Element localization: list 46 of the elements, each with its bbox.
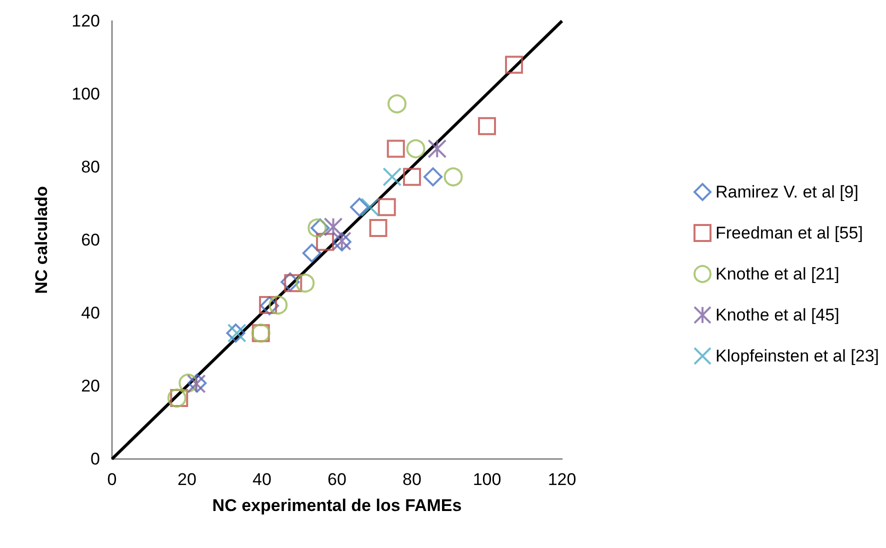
- point: [428, 139, 447, 158]
- legend-label: Knothe et al [21]: [716, 264, 840, 284]
- x-tick-label: 100: [472, 470, 502, 489]
- point: [388, 94, 406, 114]
- point: [386, 140, 405, 158]
- point: [170, 389, 188, 408]
- y-tick-label: 20: [81, 376, 100, 396]
- x-tick-label: 80: [402, 470, 422, 489]
- point: [296, 274, 315, 293]
- point: [316, 232, 334, 251]
- point: [369, 218, 388, 237]
- point: [308, 218, 327, 238]
- point: [167, 388, 186, 408]
- point: [350, 198, 369, 217]
- point: [378, 198, 396, 216]
- point: [268, 295, 288, 314]
- x-axis-title: NC experimental de los FAMEs: [212, 496, 462, 515]
- y-tick-label: 120: [72, 12, 100, 30]
- point: [406, 139, 426, 158]
- point: [444, 167, 463, 186]
- point: [310, 218, 330, 238]
- point: [505, 56, 523, 74]
- y-tick-label: 100: [72, 84, 100, 104]
- y-tick-label: 60: [81, 230, 100, 250]
- point: [403, 168, 421, 186]
- y-tick-label: 40: [81, 304, 100, 322]
- point: [284, 274, 302, 292]
- legend-label: Klopfeinsten et al [23]: [716, 346, 880, 366]
- point: [424, 167, 442, 186]
- legend-label: Knothe et al [45]: [716, 306, 840, 324]
- point: [478, 117, 496, 136]
- x-tick-label: 20: [178, 470, 196, 489]
- legend-label: Ramirez V. et al [9]: [716, 182, 858, 202]
- point: [302, 244, 322, 263]
- point: [280, 272, 300, 292]
- x-tick-label: 120: [548, 470, 576, 489]
- x-tick-label: 0: [107, 470, 117, 489]
- y-tick-label: 80: [81, 158, 100, 176]
- legend-label: Freedman et al [55]: [716, 224, 863, 242]
- x-tick-label: 40: [252, 470, 272, 489]
- point: [382, 167, 402, 186]
- y-tick-label: 0: [90, 450, 100, 468]
- y-axis-title: NC calculado: [32, 186, 51, 294]
- point: [360, 198, 380, 217]
- x-tick-label: 60: [328, 470, 346, 489]
- point: [178, 374, 198, 393]
